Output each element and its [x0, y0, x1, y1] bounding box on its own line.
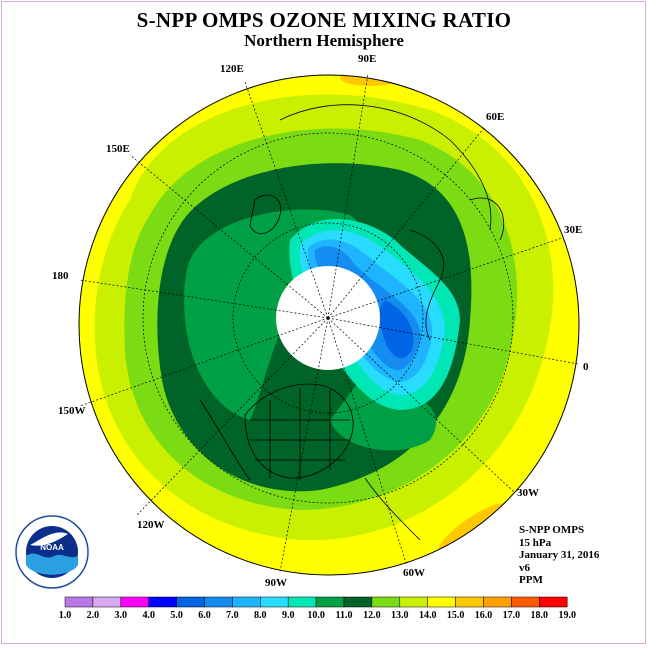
info-instrument: S-NPP OMPS	[519, 524, 585, 536]
map-subtitle: Northern Hemisphere	[244, 31, 404, 50]
lon-label-150w: 150W	[58, 405, 86, 417]
colorbar: 1.0 2.0 3.0 4.0 5.0 6.0 7.0 8.0 9.0 10.0 11.0 12.0 1…	[59, 596, 576, 621]
colorbar-swatch	[483, 596, 512, 608]
lon-label-90e: 90E	[358, 53, 376, 65]
colorbar-swatch	[399, 596, 428, 608]
colorbar-swatch	[511, 596, 540, 608]
lon-label-90w: 90W	[265, 577, 287, 589]
colorbar-tick-label: 9.0	[282, 610, 295, 621]
colorbar-tick-label: 13.0	[391, 610, 409, 621]
colorbar-tick-label: 17.0	[503, 610, 521, 621]
colorbar-tick-label: 15.0	[447, 610, 465, 621]
colorbar-swatch	[120, 596, 149, 608]
colorbar-tick-label: 1.0	[59, 610, 72, 621]
lon-label-180: 180	[52, 270, 69, 282]
colorbar-swatch	[539, 596, 568, 608]
colorbar-swatch	[427, 596, 456, 608]
lon-label-0: 0	[583, 361, 589, 373]
ozone-field	[79, 75, 579, 575]
colorbar-swatch	[343, 596, 373, 608]
colorbar-tick-label: 10.0	[307, 610, 325, 621]
colorbar-tick-label: 5.0	[170, 610, 183, 621]
colorbar-swatch	[176, 596, 205, 608]
lon-label-60e: 60E	[486, 111, 504, 123]
info-pressure: 15 hPa	[519, 537, 552, 549]
info-version: v6	[519, 562, 530, 574]
colorbar-tick-label: 12.0	[363, 610, 381, 621]
colorbar-tick-label: 6.0	[198, 610, 211, 621]
lon-label-120e: 120E	[220, 63, 244, 75]
colorbar-swatch	[371, 596, 401, 608]
lon-label-60w: 60W	[403, 567, 425, 579]
noaa-logo-text: NOAA	[40, 543, 64, 552]
lon-label-30e: 30E	[564, 224, 582, 236]
lon-label-30w: 30W	[517, 487, 539, 499]
colorbar-tick-label: 11.0	[336, 610, 353, 621]
map-title: S-NPP OMPS OZONE MIXING RATIO	[136, 8, 512, 32]
colorbar-swatch	[260, 596, 289, 608]
colorbar-tick-label: 4.0	[142, 610, 155, 621]
noaa-logo: NOAA	[15, 515, 89, 589]
colorbar-tick-label: 18.0	[531, 610, 549, 621]
lon-label-150e: 150E	[106, 143, 130, 155]
colorbar-swatch	[232, 596, 261, 608]
colorbar-tick-label: 2.0	[87, 610, 100, 621]
coastlines	[199, 104, 504, 541]
colorbar-tick-label: 19.0	[558, 610, 576, 621]
colorbar-tick-label: 7.0	[226, 610, 239, 621]
colorbar-tick-label: 8.0	[254, 610, 267, 621]
graticule	[79, 73, 579, 573]
colorbar-swatch	[148, 596, 177, 608]
info-units: PPM	[519, 574, 543, 586]
info-date: January 31, 2016	[519, 549, 600, 561]
map-boundary	[78, 74, 580, 576]
colorbar-tick-label: 16.0	[475, 610, 493, 621]
longitude-labels: 90E 60E 30E 0 30W 60W 90W 120W 150W 180 …	[52, 53, 589, 589]
colorbar-tick-label: 3.0	[115, 610, 128, 621]
colorbar-swatch	[315, 596, 345, 608]
colorbar-tick-label: 14.0	[419, 610, 437, 621]
colorbar-swatch	[204, 596, 233, 608]
colorbar-swatch	[64, 596, 94, 608]
colorbar-swatch	[287, 596, 317, 608]
colorbar-swatch	[92, 596, 122, 608]
lon-label-120w: 120W	[137, 519, 165, 531]
colorbar-swatch	[455, 596, 484, 608]
